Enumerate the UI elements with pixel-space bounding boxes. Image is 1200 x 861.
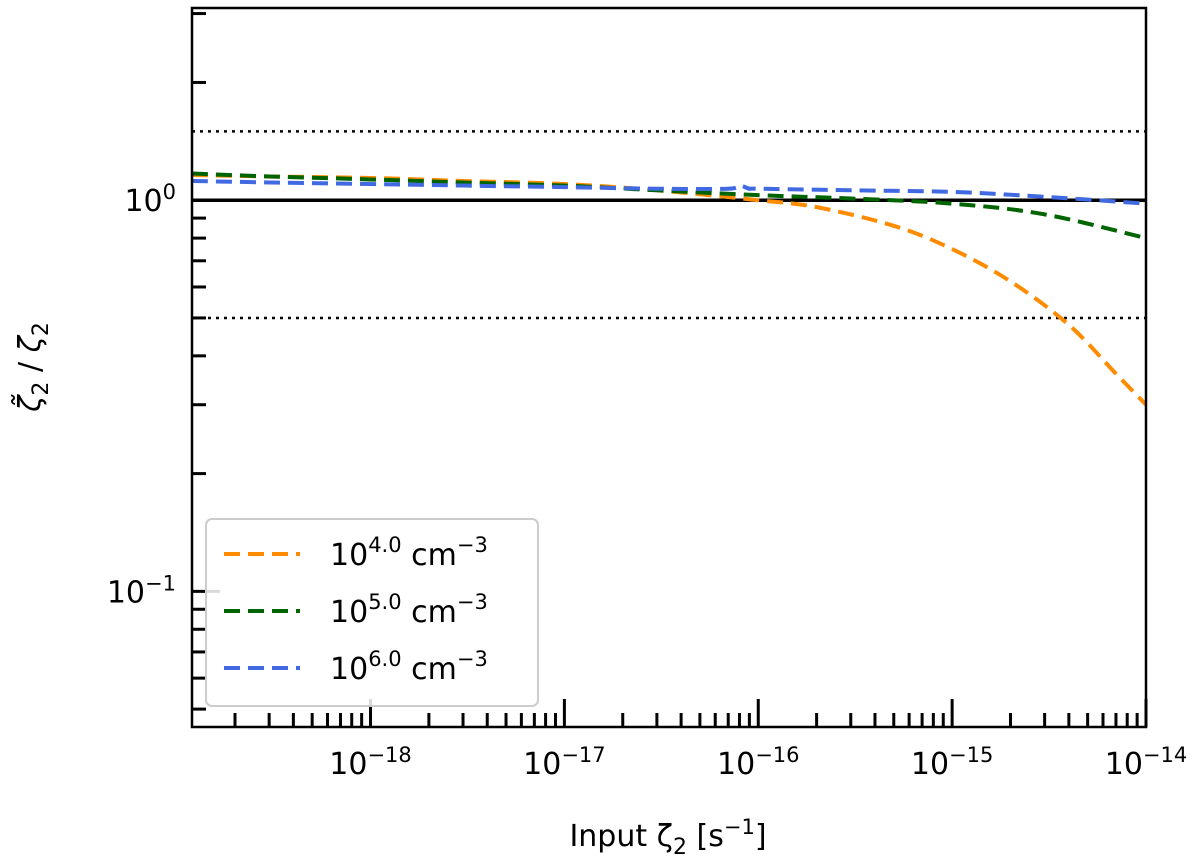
reference-lines-group <box>192 130 1146 320</box>
y-tick-label: 10−1 <box>107 571 176 610</box>
series-line-3 <box>191 178 1147 206</box>
series-line-2 <box>191 171 1147 241</box>
plot-area-frame <box>190 6 1148 729</box>
x-axis-label: Input ζ2 [s−1] <box>569 815 766 860</box>
series-line-1 <box>191 172 1148 407</box>
legend: 104.0 cm−3 105.0 cm−3 106.0 cm−3 <box>205 518 539 707</box>
legend-box <box>205 518 539 707</box>
x-tick-label: 10−18 <box>329 743 412 782</box>
legend-label-3: 106.0 cm−3 <box>330 647 488 687</box>
x-tick-label: 10−14 <box>1105 743 1188 782</box>
y-axis-label-group: ζ̃2 / ζ2 <box>12 322 54 413</box>
x-tick-label: 10−17 <box>523 743 606 782</box>
legend-label-2: 105.0 cm−3 <box>330 590 488 630</box>
tick-labels-group: 10−18 10−17 10−16 10−15 10−14 100 10−1 <box>107 180 1187 782</box>
x-tick-label: 10−15 <box>911 743 994 782</box>
series-lines-group <box>191 171 1148 407</box>
legend-label-1: 104.0 cm−3 <box>330 533 488 573</box>
y-axis-label: ζ̃2 / ζ2 <box>12 322 54 413</box>
x-tick-label: 10−16 <box>717 743 800 782</box>
y-tick-label: 100 <box>124 180 176 219</box>
